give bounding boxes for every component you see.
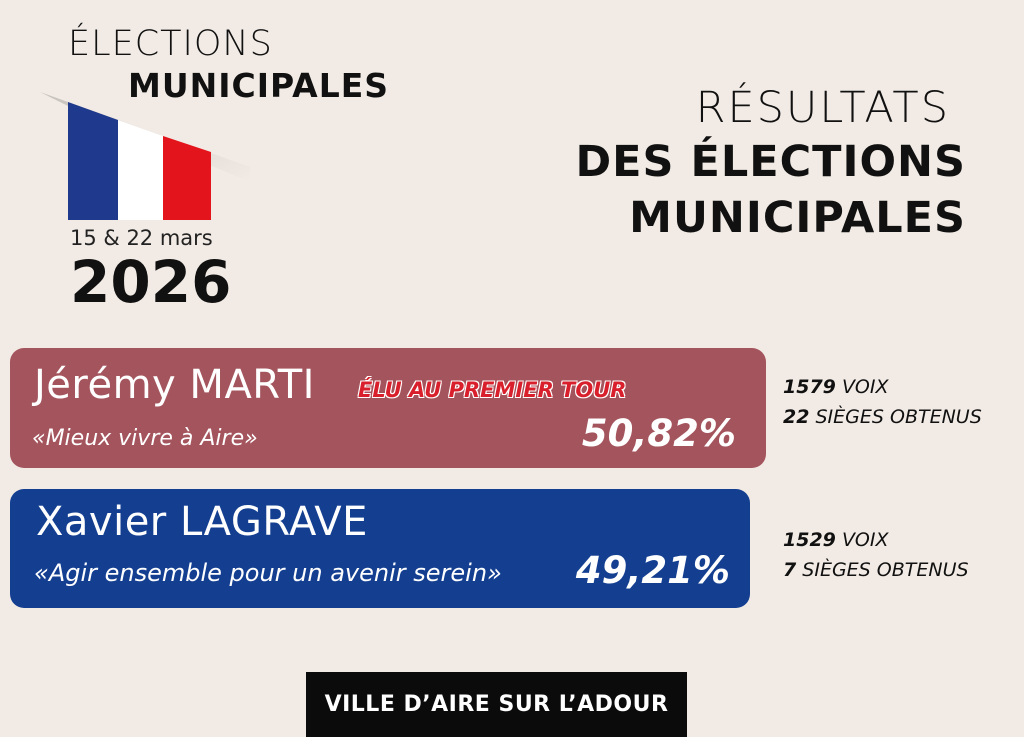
candidate-slogan: «Mieux vivre à Aire»	[32, 426, 258, 451]
votes-label: VOIX	[841, 376, 889, 398]
candidate-card-lagrave: Xavier LAGRAVE «Agir ensemble pour un av…	[10, 489, 750, 608]
seats-label: SIÈGES OBTENUS	[802, 559, 969, 581]
candidate-stats-lagrave: 1529 VOIX 7 SIÈGES OBTENUS	[783, 525, 969, 585]
logo-title-line1: ÉLECTIONS	[68, 24, 273, 64]
votes-count: 1579	[783, 376, 836, 398]
candidate-percentage: 49,21%	[575, 549, 730, 592]
results-heading-line1: RÉSULTATS	[695, 83, 950, 133]
candidate-card-marti: Jérémy MARTI ÉLU AU PREMIER TOUR «Mieux …	[10, 348, 766, 468]
votes-label: VOIX	[841, 529, 889, 551]
candidate-slogan: «Agir ensemble pour un avenir serein»	[34, 559, 502, 587]
french-flag-icon	[40, 92, 250, 224]
seats-line: 22 SIÈGES OBTENUS	[783, 402, 982, 432]
votes-line: 1529 VOIX	[783, 525, 969, 555]
votes-line: 1579 VOIX	[783, 372, 982, 402]
results-heading-line2: DES ÉLECTIONS	[575, 137, 966, 187]
seats-line: 7 SIÈGES OBTENUS	[783, 555, 969, 585]
results-heading-line3: MUNICIPALES	[629, 193, 966, 243]
votes-count: 1529	[783, 529, 836, 551]
election-year: 2026	[70, 248, 232, 316]
seats-count: 22	[783, 406, 810, 428]
candidate-name: Xavier LAGRAVE	[36, 499, 368, 545]
candidate-name: Jérémy MARTI	[34, 362, 315, 408]
candidate-percentage: 50,82%	[581, 412, 736, 455]
city-footer-banner: VILLE D’AIRE SUR L’ADOUR	[306, 672, 687, 737]
elected-badge: ÉLU AU PREMIER TOUR	[358, 378, 627, 402]
logo-title-line2: MUNICIPALES	[128, 66, 390, 105]
candidate-stats-marti: 1579 VOIX 22 SIÈGES OBTENUS	[783, 372, 982, 432]
results-heading: RÉSULTATS DES ÉLECTIONS MUNICIPALES	[575, 82, 966, 246]
seats-label: SIÈGES OBTENUS	[815, 406, 982, 428]
seats-count: 7	[783, 559, 797, 581]
election-dates: 15 & 22 mars	[70, 226, 213, 250]
